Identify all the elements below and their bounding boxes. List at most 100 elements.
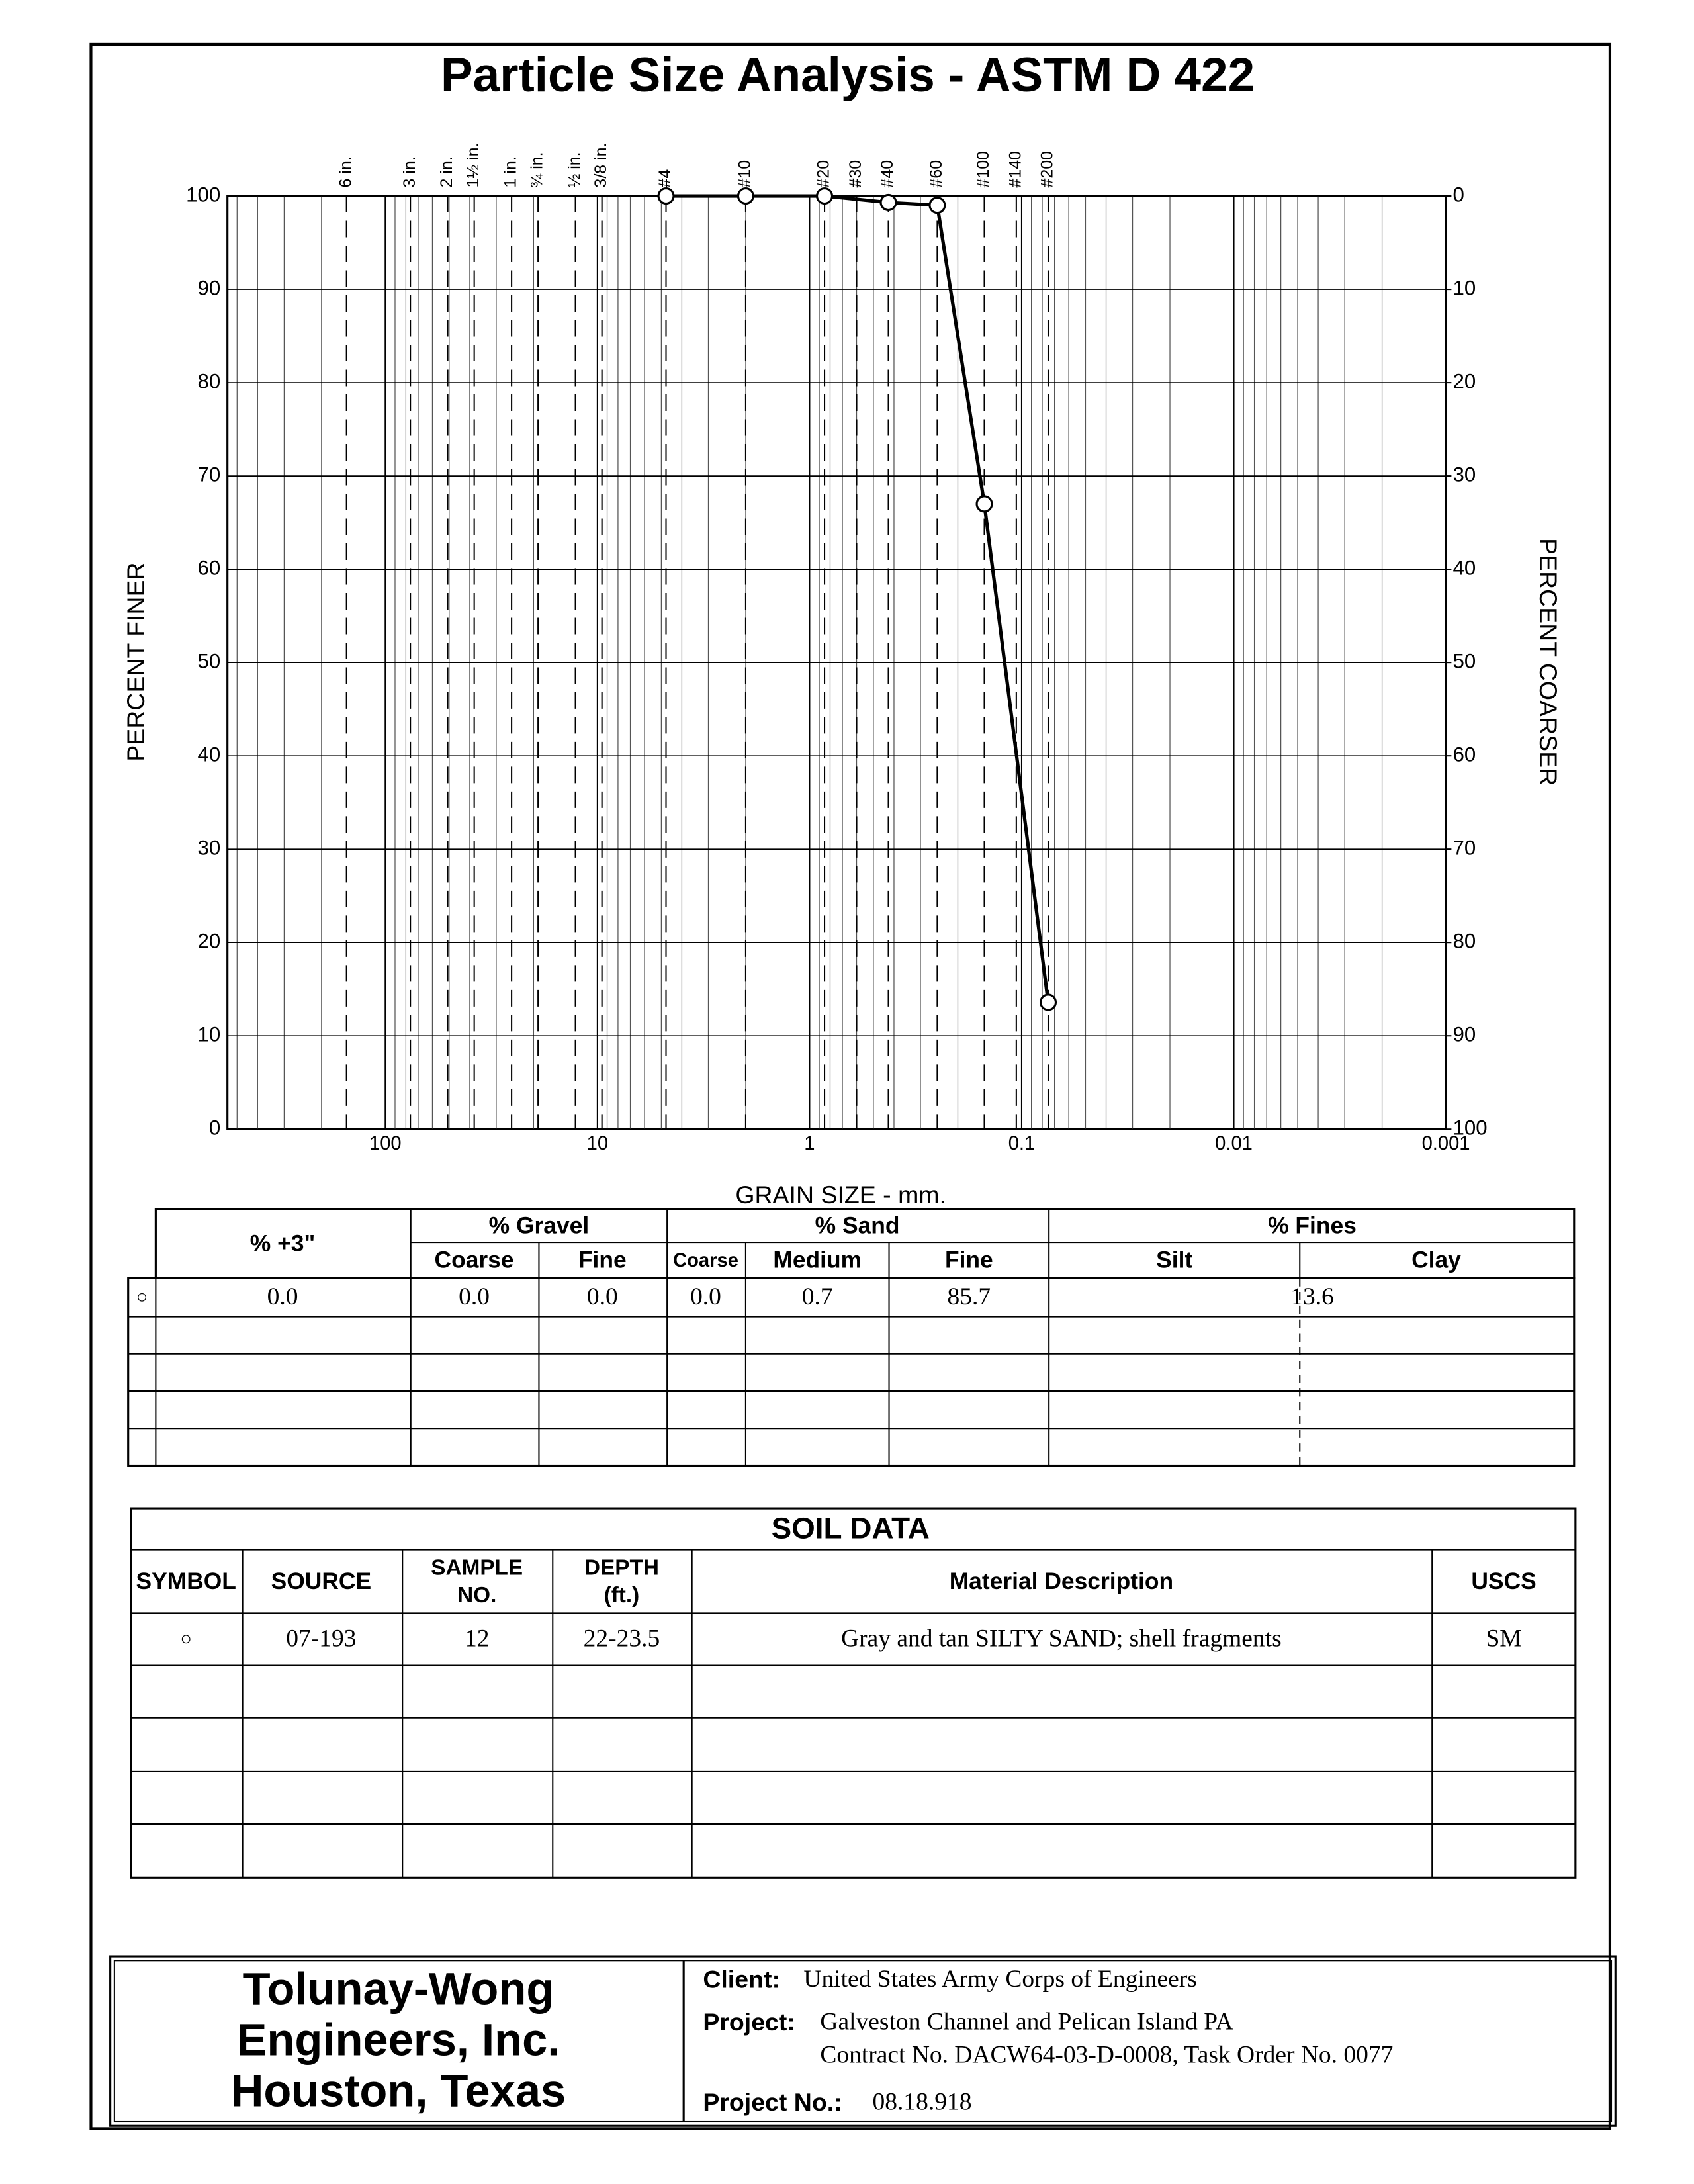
- table-header: NO.: [457, 1583, 496, 1608]
- table-subheader: Coarse: [435, 1247, 514, 1273]
- sieve-label: #4: [656, 169, 674, 188]
- page-border: [89, 42, 1612, 2130]
- table-header: % Fines: [1268, 1212, 1357, 1238]
- data-point: [928, 197, 946, 214]
- y2-axis-label: PERCENT COARSER: [1535, 538, 1562, 786]
- table-header: SOURCE: [271, 1568, 371, 1594]
- y-tick-label: 100: [186, 183, 220, 206]
- y-tick-label: 20: [198, 929, 221, 952]
- table-cell: 0.0: [587, 1283, 618, 1310]
- chart-title: Particle Size Analysis - ASTM D 422: [441, 48, 1255, 102]
- client: United States Army Corps of Engineers: [803, 1966, 1196, 1993]
- x-tick-label: 0.1: [1008, 1133, 1036, 1154]
- y2-tick-label: 0: [1452, 183, 1464, 206]
- sieve-label: 1 in.: [502, 156, 520, 187]
- project-no-label: Project No.:: [703, 2088, 842, 2116]
- y2-tick-label: 90: [1452, 1023, 1476, 1046]
- table-header: DEPTH: [584, 1556, 659, 1580]
- y2-tick-label: 20: [1452, 369, 1476, 392]
- sieve-label: 1½ in.: [464, 142, 482, 187]
- x-tick-label: 100: [369, 1133, 402, 1154]
- project-no: 08.18.918: [873, 2089, 972, 2116]
- table-border: [127, 1277, 1576, 1467]
- table-header: SAMPLE: [431, 1556, 523, 1580]
- table-title: SOIL DATA: [772, 1512, 930, 1545]
- table-cell: 22-23.5: [584, 1625, 660, 1653]
- footer-border-inner: [113, 1960, 1613, 2123]
- sieve-label: #10: [736, 160, 754, 188]
- table-header: (ft.): [604, 1583, 640, 1608]
- y-tick-label: 80: [198, 369, 221, 392]
- y2-tick-label: 50: [1452, 649, 1476, 672]
- sieve-label: #60: [927, 160, 946, 188]
- y-tick-label: 60: [198, 556, 221, 579]
- y2-tick-label: 100: [1452, 1116, 1487, 1139]
- table-subheader: Fine: [945, 1247, 993, 1273]
- table-header: SYMBOL: [136, 1568, 236, 1594]
- table-cell: 0.0: [690, 1283, 721, 1310]
- symbol: ○: [180, 1629, 192, 1650]
- table-cell: 13.6: [1290, 1283, 1334, 1310]
- table-cell: 85.7: [948, 1283, 991, 1310]
- table-subheader: Medium: [773, 1247, 862, 1273]
- project-label: Project:: [703, 2008, 795, 2036]
- project: Galveston Channel and Pelican Island PA: [820, 2009, 1233, 2036]
- table-header: USCS: [1471, 1568, 1536, 1594]
- sieve-label: 2 in.: [437, 156, 456, 187]
- data-point: [816, 187, 834, 205]
- table-header: % +3": [250, 1230, 315, 1257]
- y2-tick-label: 60: [1452, 743, 1476, 766]
- sieve-label: #100: [974, 151, 993, 188]
- sieve-label: #140: [1006, 151, 1024, 188]
- table-cell: 0.0: [459, 1283, 490, 1310]
- y-tick-label: 0: [209, 1116, 220, 1139]
- table-cell: 0.0: [267, 1283, 298, 1310]
- client-label: Client:: [703, 1965, 780, 1993]
- table-cell: 07-193: [286, 1625, 356, 1653]
- table-header: Material Description: [950, 1568, 1173, 1594]
- sieve-label: #30: [846, 160, 865, 188]
- y-tick-label: 40: [198, 743, 221, 766]
- x-axis-label: GRAIN SIZE - mm.: [735, 1181, 946, 1208]
- table-cell: Gray and tan SILTY SAND; shell fragments: [841, 1625, 1282, 1653]
- sieve-label: #200: [1038, 151, 1057, 188]
- y2-tick-label: 10: [1452, 276, 1476, 299]
- company-name: Engineers, Inc.: [237, 2014, 560, 2065]
- y2-tick-label: 30: [1452, 463, 1476, 486]
- table-header: % Gravel: [489, 1212, 590, 1238]
- y2-tick-label: 70: [1452, 836, 1476, 859]
- sieve-label: ½ in.: [565, 152, 584, 187]
- sieve-label: ¾ in.: [528, 152, 547, 187]
- table-subheader: Fine: [578, 1247, 627, 1273]
- symbol: ○: [136, 1287, 148, 1308]
- sieve-label: #40: [878, 160, 897, 188]
- y-tick-label: 70: [198, 463, 221, 486]
- table-border: [130, 1507, 1577, 1879]
- table-subheader: Coarse: [673, 1250, 738, 1271]
- table-subheader: Silt: [1156, 1247, 1192, 1273]
- y-tick-label: 30: [198, 836, 221, 859]
- y2-tick-label: 80: [1452, 929, 1476, 952]
- data-point: [657, 187, 675, 205]
- table-cell: 0.7: [802, 1283, 833, 1310]
- data-point: [736, 187, 754, 205]
- table-cell: 12: [465, 1625, 489, 1653]
- x-tick-label: 10: [587, 1133, 608, 1154]
- table-header: % Sand: [815, 1212, 900, 1238]
- data-point: [879, 193, 897, 211]
- y-tick-label: 90: [198, 276, 221, 299]
- sieve-label: 3/8 in.: [592, 142, 610, 187]
- sieve-label: 6 in.: [336, 156, 355, 187]
- x-tick-label: 0.001: [1422, 1133, 1470, 1154]
- y-tick-label: 50: [198, 649, 221, 672]
- table-subheader: Clay: [1411, 1247, 1461, 1273]
- sieve-label: #20: [815, 160, 833, 188]
- data-point: [1039, 993, 1057, 1011]
- sieve-label: 3 in.: [400, 156, 419, 187]
- footer-border: [109, 1955, 1617, 2127]
- company-name: Houston, Texas: [231, 2065, 566, 2116]
- y-tick-label: 10: [198, 1023, 221, 1046]
- y-axis-label: PERCENT FINER: [122, 562, 150, 761]
- company-name: Tolunay-Wong: [243, 1963, 555, 2014]
